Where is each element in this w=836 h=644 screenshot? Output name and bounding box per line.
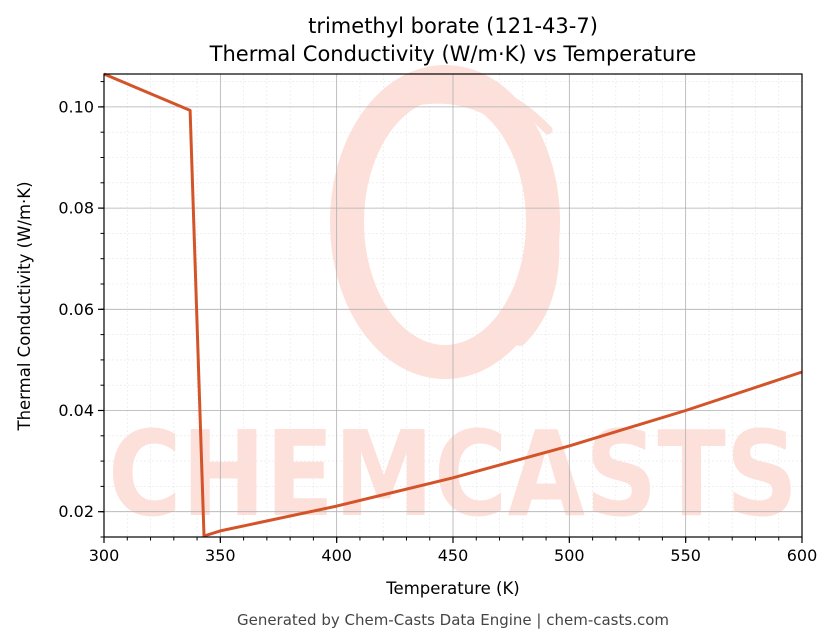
- y-tick-labels: 0.02 0.04 0.06 0.08 0.10: [58, 97, 94, 521]
- axis-ticks: [98, 81, 803, 543]
- y-tick-label: 0.04: [58, 401, 94, 420]
- x-tick-label: 450: [438, 546, 469, 565]
- x-tick-label: 600: [787, 546, 818, 565]
- x-tick-label: 500: [554, 546, 585, 565]
- chart-subtitle: Thermal Conductivity (W/m·K) vs Temperat…: [209, 42, 697, 66]
- footer-credit: Generated by Chem-Casts Data Engine | ch…: [237, 611, 669, 629]
- y-axis-label: Thermal Conductivity (W/m·K): [15, 181, 34, 431]
- x-tick-label: 300: [89, 546, 120, 565]
- series-line: [103, 72, 803, 538]
- y-tick-label: 0.02: [58, 502, 94, 521]
- x-axis-label: Temperature (K): [385, 579, 519, 598]
- y-tick-label: 0.08: [58, 199, 94, 218]
- x-tick-labels: 300 350 400 450 500 550 600: [89, 546, 818, 565]
- x-tick-label: 400: [321, 546, 352, 565]
- series-layer: [103, 72, 803, 538]
- x-tick-label: 350: [205, 546, 236, 565]
- x-tick-label: 550: [670, 546, 701, 565]
- watermark-swirl-logo: [330, 65, 560, 379]
- y-tick-label: 0.10: [58, 97, 94, 116]
- chart-title: trimethyl borate (121-43-7): [308, 14, 598, 38]
- y-tick-label: 0.06: [58, 300, 94, 319]
